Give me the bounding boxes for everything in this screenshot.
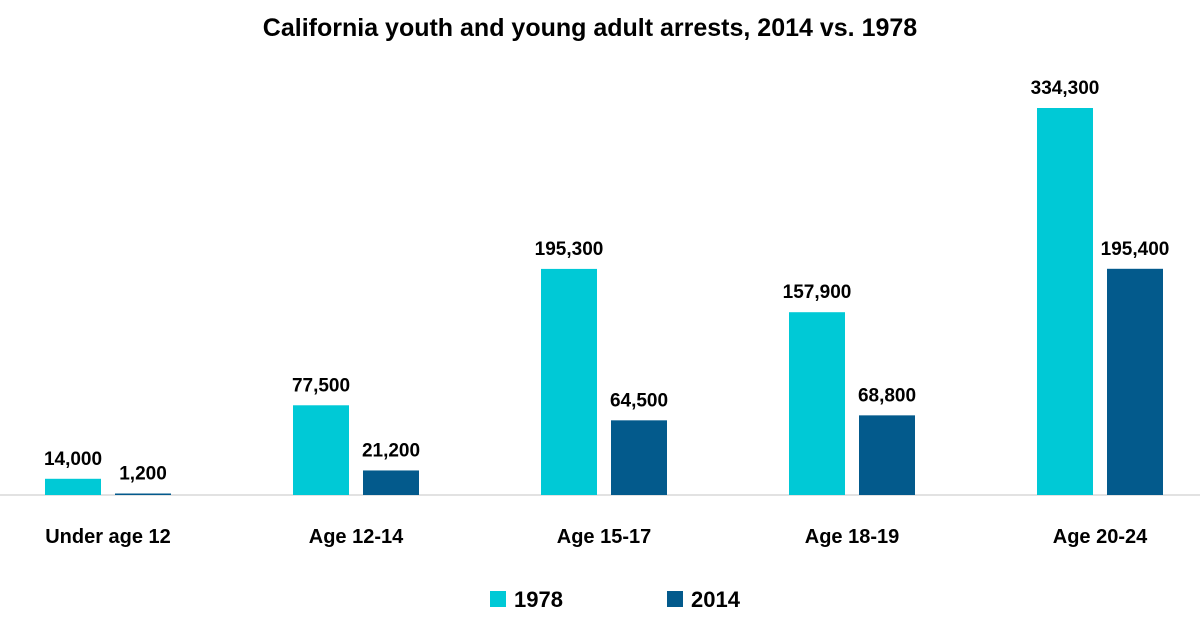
bar-1978-age-18-19 [789,312,845,495]
legend-label-2014: 2014 [691,587,741,612]
value-label-1978-age-18-19: 157,900 [783,282,852,303]
chart-title: California youth and young adult arrests… [263,14,917,42]
value-label-2014-age-12-14: 21,200 [362,440,420,461]
bar-2014-age-18-19 [859,415,915,495]
category-ticks-layer: Under age 12 Age 12-14 Age 15-17 Age 18-19 A… [45,526,1148,548]
bar-2014-age-12-14 [363,470,419,495]
category-tick-age-12-14: Age 12-14 [309,526,404,548]
bar-1978-age-15-17 [541,268,597,495]
legend-swatch-1978 [490,591,506,607]
legend-label-1978: 1978 [514,587,563,612]
bar-1978-under-age-12 [45,478,101,495]
category-tick-age-20-24: Age 20-24 [1053,526,1148,548]
bar-1978-age-20-24 [1037,108,1093,495]
legend: 1978 2014 [490,587,741,612]
bars-layer [45,108,1163,495]
value-label-1978-under-age-12: 14,000 [44,449,102,470]
category-tick-age-18-19: Age 18-19 [805,526,900,548]
value-label-2014-age-20-24: 195,400 [1101,239,1170,260]
bar-1978-age-12-14 [293,405,349,495]
category-tick-under-age-12: Under age 12 [45,526,171,548]
value-labels-layer: 14,000 1,200 77,500 21,200 195,300 64,500 157,… [44,78,1169,485]
value-label-1978-age-15-17: 195,300 [535,239,604,260]
value-label-2014-under-age-12: 1,200 [119,464,167,485]
value-label-2014-age-18-19: 68,800 [858,385,916,406]
category-tick-age-15-17: Age 15-17 [557,526,652,548]
value-label-2014-age-15-17: 64,500 [610,390,668,411]
value-label-1978-age-12-14: 77,500 [292,375,350,396]
legend-swatch-2014 [667,591,683,607]
bar-2014-under-age-12 [115,493,171,495]
bar-2014-age-20-24 [1107,268,1163,495]
value-label-1978-age-20-24: 334,300 [1031,78,1100,99]
bar-2014-age-15-17 [611,420,667,495]
